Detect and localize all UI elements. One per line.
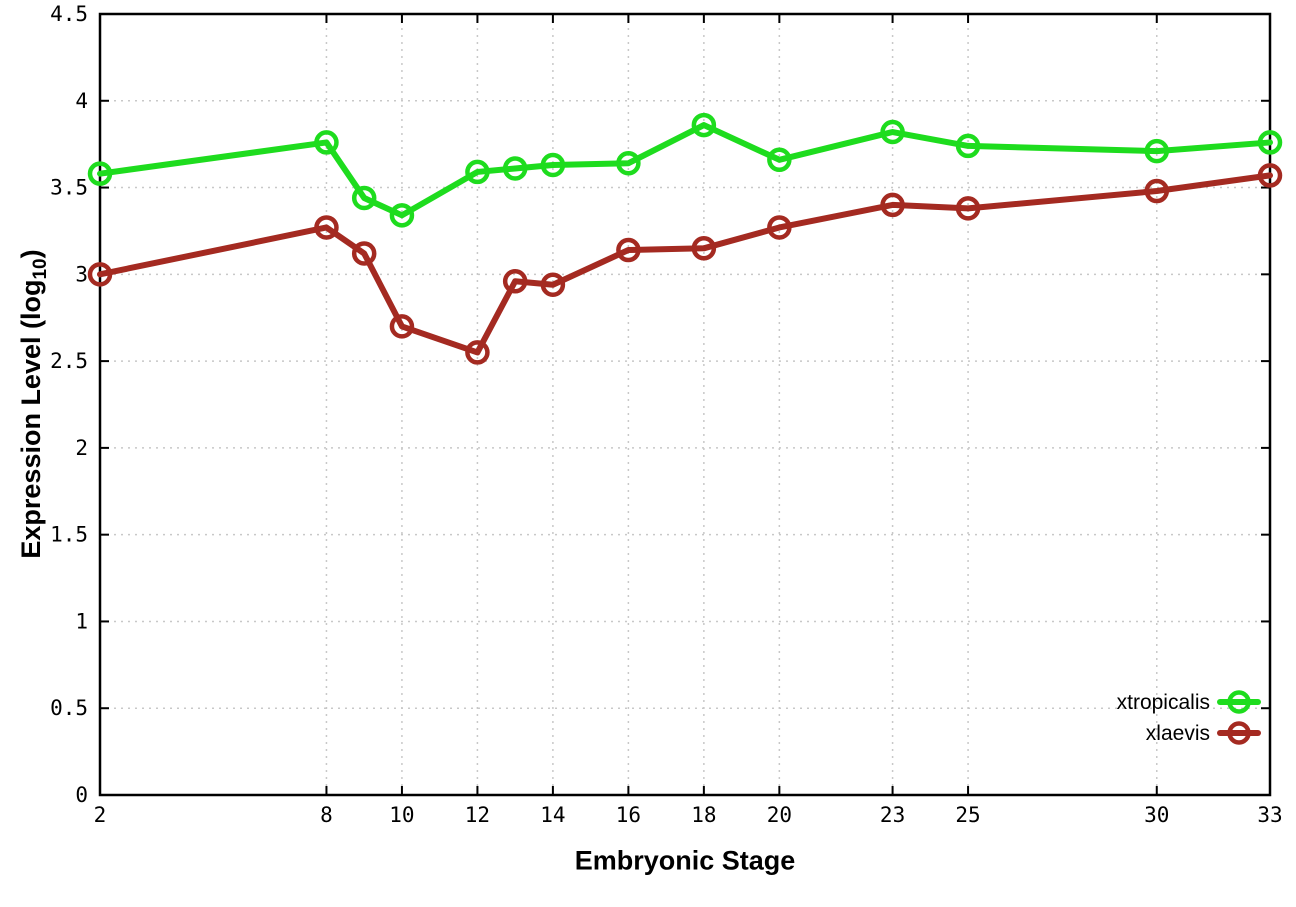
x-tick-label: 10 — [389, 803, 414, 827]
y-tick-label: 4.5 — [50, 2, 88, 26]
y-axis-title-main: Expression Level (log — [16, 279, 46, 559]
data-point — [314, 215, 339, 240]
plot-border — [98, 12, 1272, 797]
data-point — [502, 156, 528, 181]
data-point — [616, 237, 641, 263]
data-point — [351, 185, 377, 211]
data-point — [465, 159, 490, 185]
legend: xtropicalis xlaevis — [1117, 690, 1261, 745]
data-point — [502, 269, 528, 294]
data-point — [540, 152, 566, 178]
x-tick-label: 23 — [880, 803, 905, 827]
data-point — [691, 112, 717, 138]
data-point — [87, 161, 113, 186]
x-tick-label: 20 — [767, 803, 792, 827]
y-axis-title-subscript: 10 — [30, 258, 51, 280]
legend-label: xlaevis — [1146, 722, 1210, 745]
series-xlaevis — [87, 163, 1283, 365]
y-tick-label: 3.5 — [50, 176, 88, 200]
data-point — [691, 236, 717, 261]
x-tick-label: 25 — [955, 803, 980, 827]
x-tick-label: 12 — [465, 803, 490, 827]
y-tick-label: 2.5 — [50, 349, 88, 373]
data-point — [1257, 130, 1283, 155]
y-tick-label: 3 — [75, 262, 88, 286]
data-point — [767, 215, 792, 240]
legend-item-xtropicalis: xtropicalis — [1117, 690, 1261, 714]
y-axis-title: Expression Level (log10) — [16, 249, 52, 558]
data-point — [955, 133, 981, 159]
data-point — [767, 147, 792, 173]
data-point — [880, 119, 905, 145]
gridlines — [100, 14, 1270, 795]
data-point — [880, 192, 905, 218]
y-tick-label: 2 — [75, 436, 88, 460]
data-point — [351, 241, 377, 266]
data-point — [314, 130, 339, 155]
x-tick-label: 8 — [320, 803, 333, 827]
x-tick-label: 33 — [1257, 803, 1282, 827]
y-tick-label: 0.5 — [50, 696, 88, 720]
y-tick-label: 1.5 — [50, 523, 88, 547]
data-point — [1257, 163, 1283, 188]
x-axis-title: Embryonic Stage — [574, 845, 796, 876]
x-tick-label: 2 — [94, 803, 107, 827]
legend-label: xtropicalis — [1117, 691, 1210, 714]
data-point — [540, 272, 566, 297]
x-tick-labels: 2 8 10 12 14 16 18 20 23 25 30 33 — [94, 803, 1283, 827]
y-tick-label: 1 — [75, 609, 88, 633]
y-tick-labels: 0 0.5 1 1.5 2 2.5 3 3.5 4 4.5 — [50, 2, 88, 807]
data-point — [465, 340, 490, 365]
data-point — [955, 196, 981, 221]
axis-ticks — [99, 13, 1271, 796]
series-xtropicalis — [87, 112, 1283, 228]
data-point — [389, 314, 415, 339]
data-point — [87, 262, 113, 287]
y-axis-title-end: ) — [16, 249, 46, 259]
legend-item-xlaevis: xlaevis — [1146, 721, 1261, 745]
x-tick-label: 14 — [540, 803, 565, 827]
legend-marker-icon — [1227, 721, 1251, 745]
y-tick-label: 0 — [75, 783, 88, 807]
x-tick-label: 18 — [691, 803, 716, 827]
x-tick-label: 16 — [616, 803, 641, 827]
x-tick-label: 30 — [1144, 803, 1169, 827]
data-point — [616, 151, 641, 176]
data-point — [1144, 178, 1170, 204]
legend-marker-icon — [1227, 690, 1251, 714]
y-tick-label: 4 — [75, 89, 88, 113]
data-point — [1144, 138, 1170, 164]
data-point — [389, 203, 415, 228]
